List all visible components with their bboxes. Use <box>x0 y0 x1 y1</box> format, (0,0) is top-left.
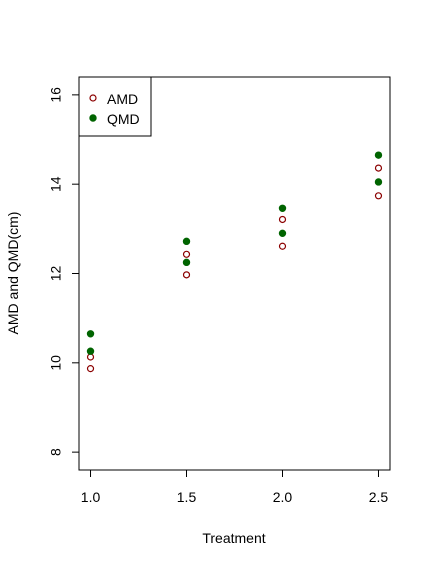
x-axis-label: Treatment <box>202 530 265 546</box>
x-tick-label: 2.5 <box>369 489 389 505</box>
x-tick-label: 1.0 <box>81 489 101 505</box>
x-axis: 1.0 1.5 2.0 2.5 <box>81 469 389 505</box>
point-amd <box>278 242 287 250</box>
legend: AMD QMD <box>78 76 152 137</box>
legend-marker-qmd <box>89 114 97 122</box>
y-tick-label: 16 <box>48 87 64 103</box>
point-amd <box>86 365 95 373</box>
point-qmd <box>374 151 383 159</box>
y-axis-label: AMD and QMD(cm) <box>5 212 21 335</box>
legend-marker-amd <box>89 94 97 102</box>
legend-label-qmd: QMD <box>107 111 140 127</box>
point-qmd <box>86 347 95 355</box>
point-qmd <box>86 330 95 338</box>
point-amd <box>374 164 383 172</box>
point-qmd <box>278 229 287 238</box>
y-tick-label: 10 <box>48 355 64 371</box>
point-qmd <box>374 178 383 186</box>
point-amd <box>182 250 191 258</box>
point-qmd <box>278 204 287 212</box>
x-tick-label: 2.0 <box>273 489 293 505</box>
y-tick-label: 14 <box>48 176 64 192</box>
point-amd <box>278 215 287 224</box>
point-qmd <box>182 237 191 246</box>
point-amd <box>182 271 191 279</box>
y-tick-label: 12 <box>48 266 64 282</box>
x-tick-label: 1.5 <box>177 489 197 505</box>
point-amd <box>374 192 383 200</box>
legend-box <box>78 76 152 137</box>
legend-label-amd: AMD <box>107 91 138 107</box>
point-qmd <box>182 258 191 267</box>
point-amd <box>86 353 95 361</box>
y-tick-label: 8 <box>48 448 64 456</box>
y-axis: 8 10 12 14 16 <box>48 87 80 456</box>
data-points <box>86 151 383 373</box>
